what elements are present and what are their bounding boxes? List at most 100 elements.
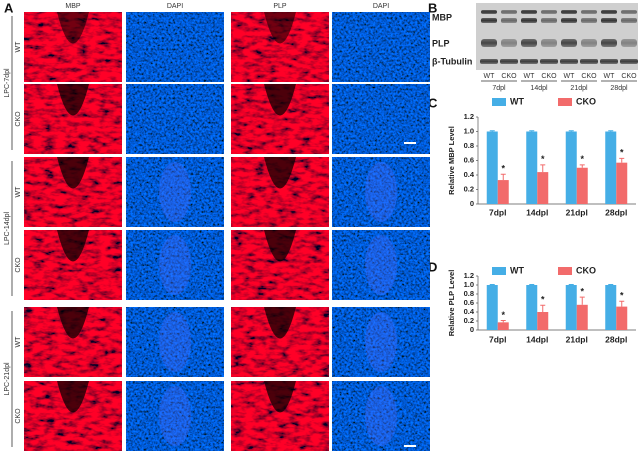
timepoint-label: 21dpl bbox=[570, 85, 588, 92]
y-tick-label: 1.0 bbox=[464, 280, 474, 289]
micrograph bbox=[126, 84, 224, 154]
lesion-area bbox=[264, 230, 296, 262]
column-header: PLP bbox=[273, 3, 287, 10]
x-tick-label: 28dpl bbox=[605, 207, 627, 217]
row-label: WT bbox=[15, 336, 22, 348]
nuclei-cluster bbox=[365, 235, 397, 295]
band bbox=[481, 10, 497, 14]
nuclei-cluster bbox=[365, 312, 397, 372]
bar bbox=[526, 285, 538, 330]
row-label: WT bbox=[15, 41, 22, 53]
bar bbox=[537, 172, 549, 204]
band bbox=[600, 59, 618, 64]
y-tick-label: 0.8 bbox=[464, 289, 474, 298]
column-header: DAPI bbox=[167, 3, 183, 10]
micrograph bbox=[126, 381, 224, 451]
panel-label: B bbox=[428, 0, 437, 15]
nuclei-cluster bbox=[159, 162, 191, 222]
band bbox=[541, 10, 557, 14]
band bbox=[500, 59, 518, 64]
error-bar bbox=[608, 130, 614, 132]
y-tick-label: 0.2 bbox=[464, 316, 474, 325]
x-tick-label: 14dpl bbox=[526, 334, 548, 344]
band bbox=[601, 10, 617, 14]
panel-label: C bbox=[428, 95, 438, 110]
lesion-area bbox=[264, 84, 296, 116]
y-tick-label: 0.6 bbox=[464, 298, 474, 307]
legend-label: WT bbox=[510, 265, 524, 275]
lane-label: CKO bbox=[621, 73, 637, 80]
band bbox=[540, 59, 558, 64]
bar bbox=[497, 322, 509, 330]
lane-label: WT bbox=[524, 73, 536, 80]
protein-label: MBP bbox=[432, 12, 452, 22]
y-tick-label: 1.2 bbox=[464, 271, 474, 280]
timepoint-label: 14dpl bbox=[530, 85, 548, 92]
error-bar bbox=[500, 320, 506, 323]
bar bbox=[576, 167, 588, 204]
group-label: LPC-7dpl bbox=[4, 68, 11, 98]
micrograph bbox=[332, 307, 430, 377]
error-bar bbox=[579, 164, 585, 168]
lesion-area bbox=[57, 381, 89, 413]
panel-label: A bbox=[4, 0, 14, 15]
error-bar bbox=[489, 130, 495, 132]
micrograph bbox=[332, 157, 430, 227]
lesion-area bbox=[57, 157, 89, 189]
bar bbox=[616, 162, 628, 204]
error-bar bbox=[579, 296, 585, 305]
band bbox=[581, 18, 597, 23]
band bbox=[561, 10, 577, 14]
legend-swatch bbox=[492, 267, 506, 275]
x-tick-label: 7dpl bbox=[489, 207, 506, 217]
protein-label: β-Tubulin bbox=[432, 56, 472, 66]
band bbox=[481, 39, 497, 47]
y-tick-label: 0.8 bbox=[464, 141, 474, 150]
bar bbox=[486, 285, 498, 330]
legend-swatch bbox=[558, 98, 572, 106]
band bbox=[521, 18, 537, 23]
x-tick-label: 14dpl bbox=[526, 207, 548, 217]
x-tick-label: 7dpl bbox=[489, 334, 506, 344]
band bbox=[481, 18, 497, 23]
lane-label: CKO bbox=[541, 73, 557, 80]
lesion-area bbox=[57, 307, 89, 339]
lane-label: WT bbox=[484, 73, 496, 80]
legend-swatch bbox=[492, 98, 506, 106]
lesion-area bbox=[57, 12, 89, 44]
band bbox=[561, 18, 577, 23]
lesion-area bbox=[264, 381, 296, 413]
band bbox=[560, 59, 578, 64]
y-tick-label: 0.4 bbox=[464, 307, 475, 316]
x-tick-label: 21dpl bbox=[566, 334, 588, 344]
band bbox=[541, 39, 557, 47]
nuclei-cluster bbox=[159, 312, 191, 372]
error-bar bbox=[619, 300, 625, 307]
significance-mark: * bbox=[541, 295, 545, 305]
micrograph bbox=[332, 230, 430, 300]
bar bbox=[576, 304, 588, 330]
error-bar bbox=[540, 304, 546, 312]
panel-label: D bbox=[428, 259, 437, 274]
legend-label: WT bbox=[510, 96, 524, 106]
error-bar bbox=[619, 157, 625, 163]
bar bbox=[537, 312, 549, 330]
bar bbox=[605, 131, 617, 204]
y-axis-label: Relative MBP Level bbox=[447, 126, 456, 195]
row-label: CKO bbox=[15, 257, 22, 273]
band bbox=[520, 59, 538, 64]
band bbox=[621, 10, 637, 14]
micrograph bbox=[126, 157, 224, 227]
micrograph bbox=[126, 230, 224, 300]
nuclei-cluster bbox=[365, 386, 397, 446]
significance-mark: * bbox=[620, 291, 624, 301]
band bbox=[621, 18, 637, 23]
y-tick-label: 0 bbox=[470, 325, 474, 334]
band bbox=[581, 39, 597, 47]
row-label: CKO bbox=[15, 408, 22, 424]
timepoint-label: 7dpl bbox=[492, 85, 506, 92]
bar bbox=[605, 285, 617, 330]
significance-mark: * bbox=[580, 154, 584, 164]
error-bar bbox=[568, 130, 574, 132]
